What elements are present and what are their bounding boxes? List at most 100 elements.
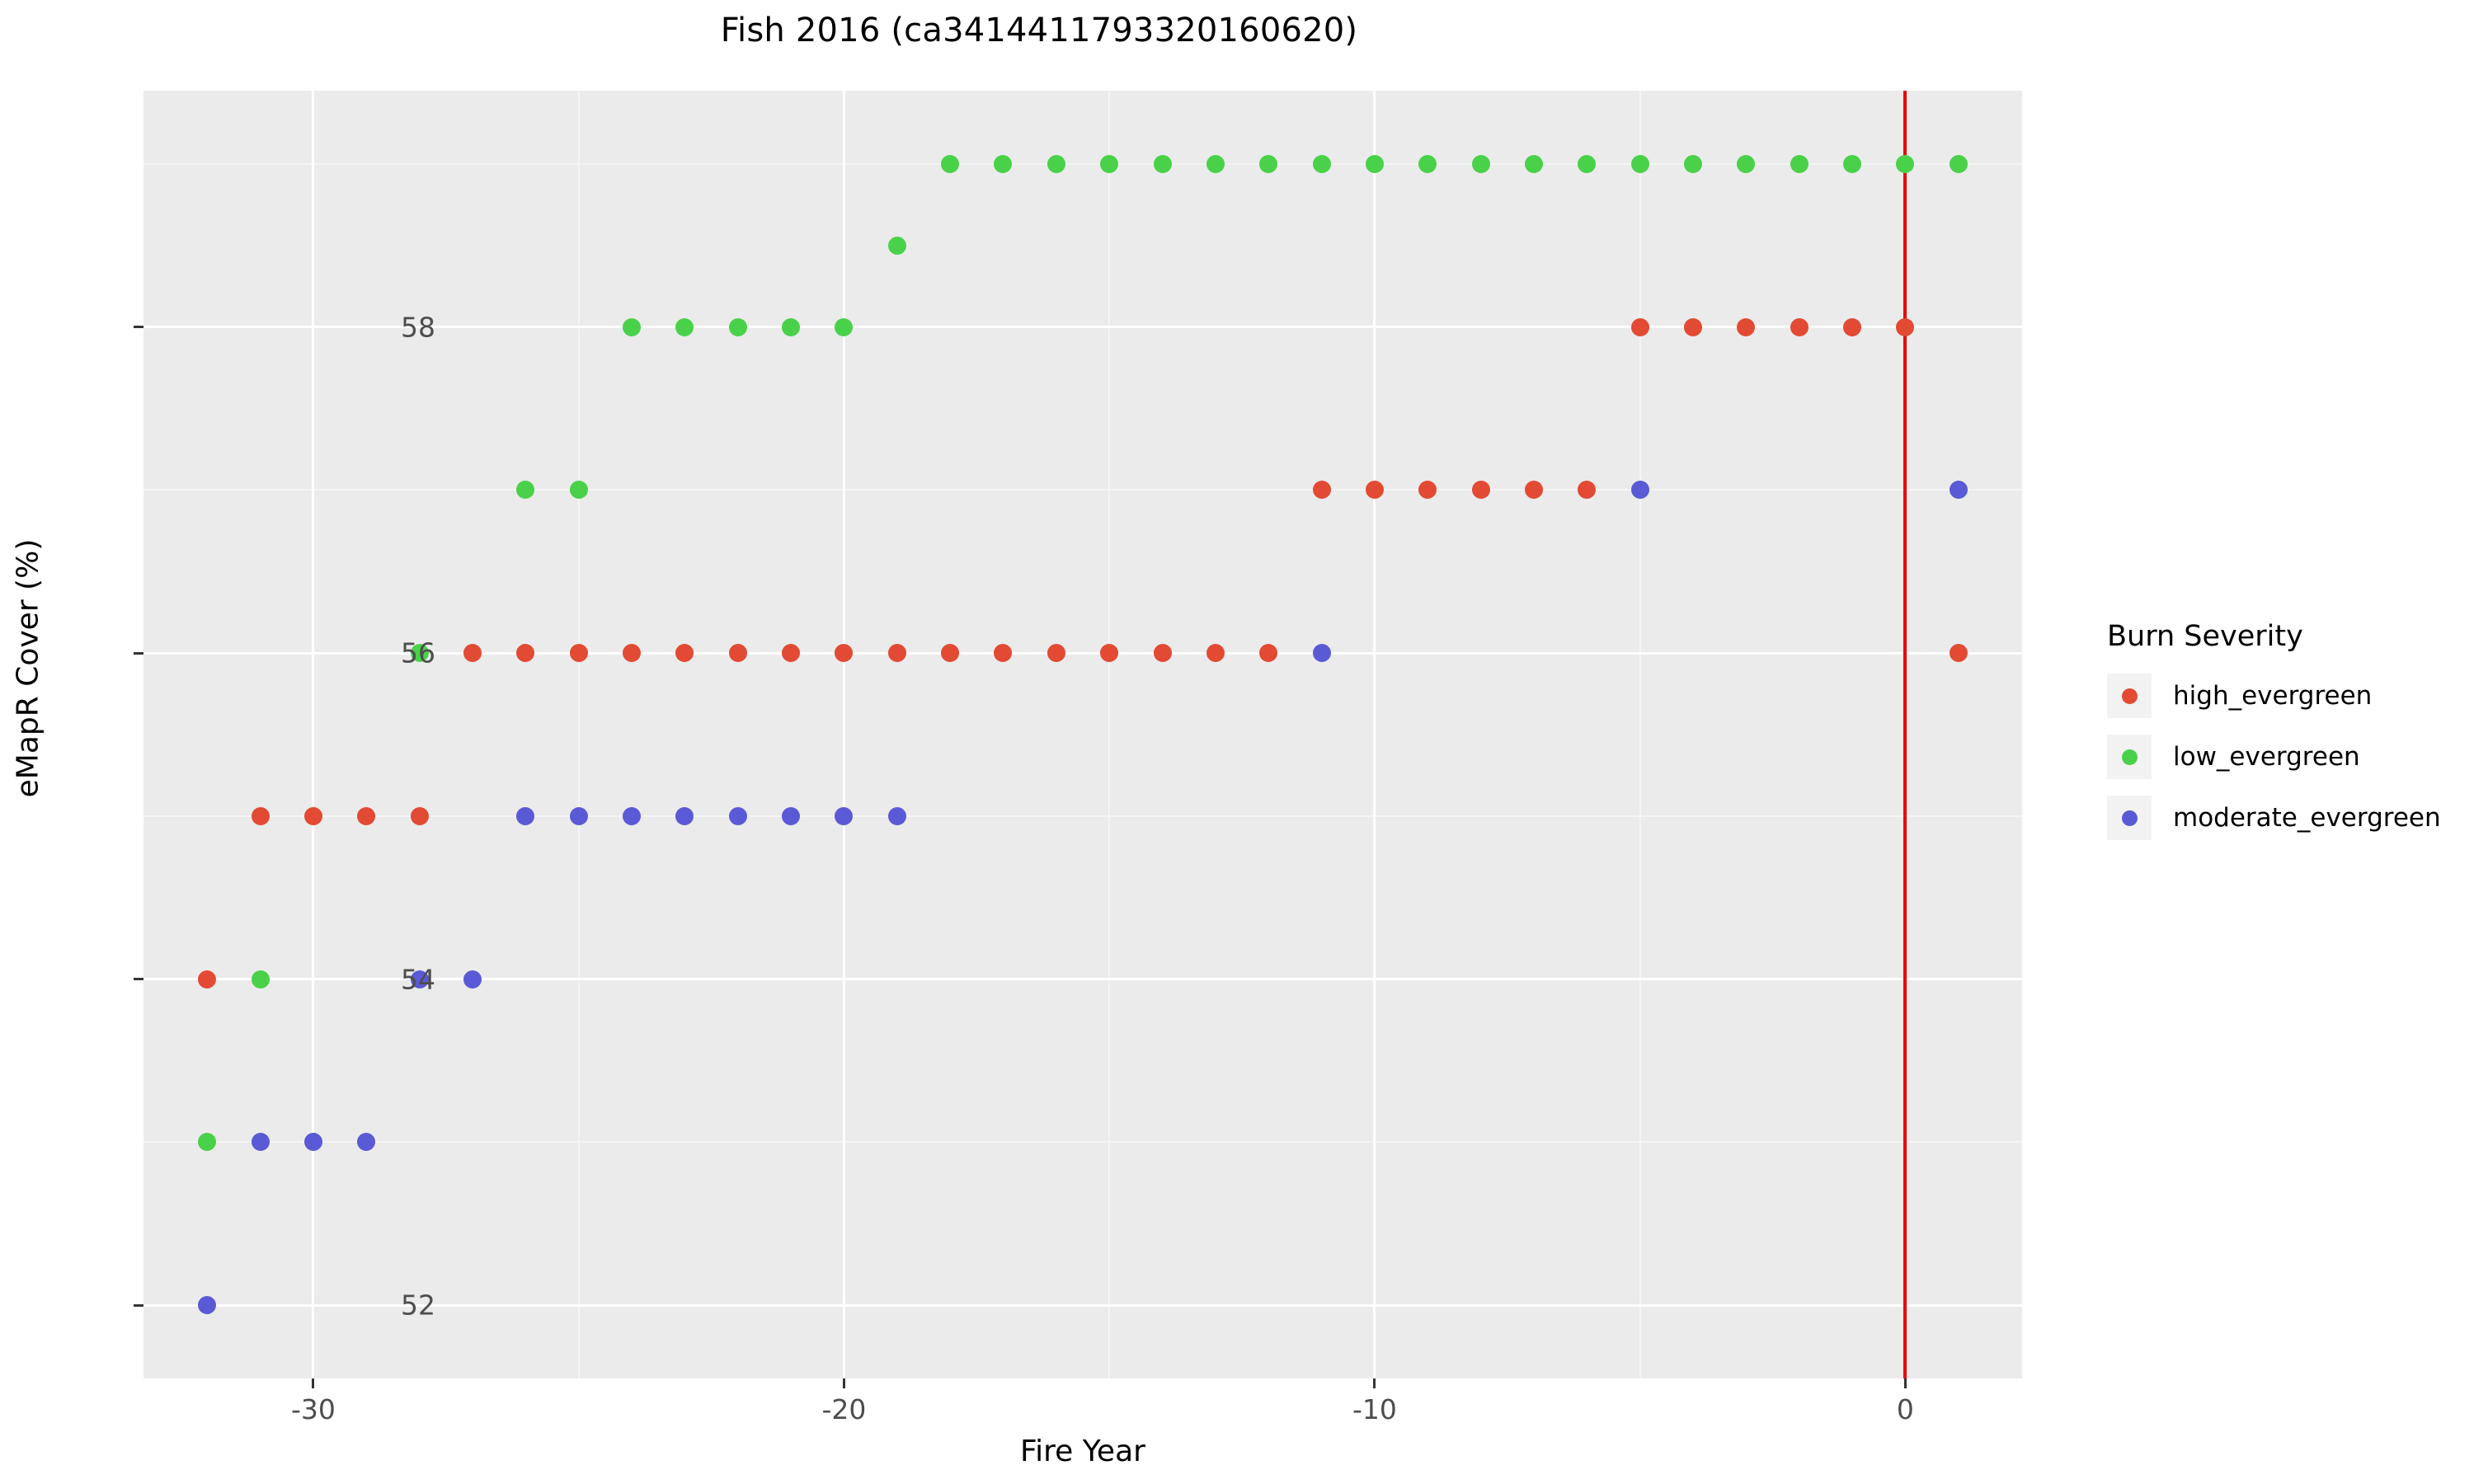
data-point-high_evergreen xyxy=(1578,481,1597,500)
data-point-low_evergreen xyxy=(516,481,535,500)
data-point-high_evergreen xyxy=(516,644,535,663)
legend-item-label: low_evergreen xyxy=(2173,742,2360,772)
data-point-moderate_evergreen xyxy=(198,1296,217,1315)
data-point-low_evergreen xyxy=(782,317,801,336)
data-point-low_evergreen xyxy=(1471,154,1490,173)
data-point-low_evergreen xyxy=(1737,154,1756,173)
legend: Burn Severity high_evergreen low_evergree… xyxy=(2107,620,2462,854)
data-point-high_evergreen xyxy=(1524,481,1543,500)
data-point-high_evergreen xyxy=(835,644,854,663)
data-point-high_evergreen xyxy=(1206,644,1225,663)
y-tick-mark xyxy=(134,651,143,655)
data-point-moderate_evergreen xyxy=(728,806,747,825)
data-point-high_evergreen xyxy=(1100,644,1119,663)
page-title: Fish 2016 (ca3414411793320160620) xyxy=(720,12,1358,49)
legend-item-label: moderate_evergreen xyxy=(2173,803,2441,833)
data-point-moderate_evergreen xyxy=(357,1133,376,1152)
data-point-low_evergreen xyxy=(569,481,588,500)
legend-dot-icon xyxy=(2121,749,2138,765)
x-tick-label: -10 xyxy=(1352,1393,1397,1425)
plot-panel xyxy=(143,91,2022,1378)
data-point-moderate_evergreen xyxy=(516,806,535,825)
y-tick-mark xyxy=(134,1303,143,1307)
data-point-moderate_evergreen xyxy=(410,970,429,989)
data-point-high_evergreen xyxy=(303,806,322,825)
data-point-high_evergreen xyxy=(410,806,429,825)
x-tick-mark xyxy=(1903,1378,1907,1388)
data-point-low_evergreen xyxy=(1365,154,1384,173)
data-point-high_evergreen xyxy=(1684,317,1703,336)
data-point-moderate_evergreen xyxy=(303,1133,322,1152)
y-tick-label: 52 xyxy=(401,1289,435,1322)
data-point-high_evergreen xyxy=(569,644,588,663)
data-point-low_evergreen xyxy=(1524,154,1543,173)
data-point-low_evergreen xyxy=(623,317,642,336)
legend-item-low_evergreen[interactable]: low_evergreen xyxy=(2107,732,2462,782)
fire-year-vline-icon xyxy=(1903,91,1907,1378)
data-point-low_evergreen xyxy=(887,236,906,255)
legend-item-high_evergreen[interactable]: high_evergreen xyxy=(2107,671,2462,721)
x-tick-mark xyxy=(1373,1378,1376,1388)
data-point-low_evergreen xyxy=(941,154,960,173)
data-point-high_evergreen xyxy=(1153,644,1172,663)
y-tick-mark xyxy=(134,326,143,329)
data-point-moderate_evergreen xyxy=(782,806,801,825)
data-point-high_evergreen xyxy=(198,970,217,989)
data-point-high_evergreen xyxy=(623,644,642,663)
gridline-x-minor xyxy=(1639,91,1641,1378)
data-point-high_evergreen xyxy=(887,644,906,663)
legend-item-label: high_evergreen xyxy=(2173,681,2373,711)
data-point-low_evergreen xyxy=(1896,154,1915,173)
data-point-low_evergreen xyxy=(728,317,747,336)
legend-title: Burn Severity xyxy=(2107,620,2303,653)
gridline-y-minor xyxy=(143,1141,2022,1144)
data-point-high_evergreen xyxy=(251,806,270,825)
data-point-high_evergreen xyxy=(1949,644,1968,663)
data-point-low_evergreen xyxy=(835,317,854,336)
y-tick-mark xyxy=(134,978,143,981)
x-tick-label: -20 xyxy=(821,1393,867,1425)
data-point-low_evergreen xyxy=(1949,154,1968,173)
data-point-high_evergreen xyxy=(1737,317,1756,336)
x-tick-mark xyxy=(842,1378,845,1388)
y-axis-label: eMapR Cover (%) xyxy=(11,538,45,798)
y-tick-label: 54 xyxy=(401,963,435,996)
x-tick-mark xyxy=(312,1378,315,1388)
gridline-y-major xyxy=(143,978,2022,981)
data-point-high_evergreen xyxy=(1047,644,1065,663)
data-point-low_evergreen xyxy=(198,1133,217,1152)
x-axis-label: Fire Year xyxy=(1020,1435,1145,1468)
data-point-high_evergreen xyxy=(1312,481,1331,500)
gridline-x-major xyxy=(842,91,845,1378)
data-point-high_evergreen xyxy=(1365,481,1384,500)
data-point-moderate_evergreen xyxy=(251,1133,270,1152)
data-point-low_evergreen xyxy=(410,644,429,663)
data-point-moderate_evergreen xyxy=(887,806,906,825)
data-point-moderate_evergreen xyxy=(1630,481,1649,500)
data-point-low_evergreen xyxy=(1259,154,1278,173)
data-point-high_evergreen xyxy=(1471,481,1490,500)
gridline-x-minor xyxy=(577,91,580,1378)
data-point-moderate_evergreen xyxy=(835,806,854,825)
gridline-y-minor xyxy=(143,815,2022,817)
y-tick-label: 58 xyxy=(401,311,435,344)
gridline-y-minor xyxy=(143,489,2022,491)
gridline-y-major xyxy=(143,651,2022,655)
legend-item-moderate_evergreen[interactable]: moderate_evergreen xyxy=(2107,793,2462,843)
legend-dot-icon xyxy=(2121,688,2138,704)
data-point-high_evergreen xyxy=(1418,481,1437,500)
data-point-low_evergreen xyxy=(1684,154,1703,173)
data-point-low_evergreen xyxy=(994,154,1013,173)
x-tick-label: -30 xyxy=(290,1393,336,1425)
data-point-high_evergreen xyxy=(675,644,694,663)
data-point-moderate_evergreen xyxy=(623,806,642,825)
legend-key-swatch xyxy=(2107,674,2152,718)
data-point-high_evergreen xyxy=(463,644,482,663)
data-point-low_evergreen xyxy=(1312,154,1331,173)
data-point-high_evergreen xyxy=(1259,644,1278,663)
data-point-low_evergreen xyxy=(251,970,270,989)
data-point-high_evergreen xyxy=(1896,317,1915,336)
data-point-moderate_evergreen xyxy=(569,806,588,825)
gridline-x-minor xyxy=(1108,91,1111,1378)
